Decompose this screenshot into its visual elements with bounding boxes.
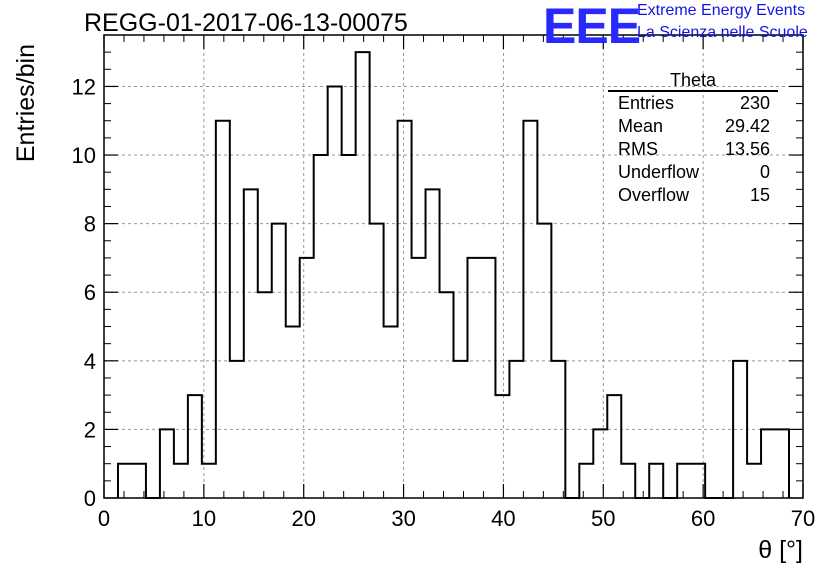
histogram-bin xyxy=(258,292,272,498)
stats-value: 230 xyxy=(739,93,770,113)
y-tick-label: 2 xyxy=(84,417,96,442)
x-tick-label: 60 xyxy=(691,506,715,531)
stats-box: Theta Entries 230 Mean 29.42 RMS 13.56 U… xyxy=(608,70,778,207)
y-tick-label: 8 xyxy=(84,212,96,237)
y-tick-label: 10 xyxy=(72,143,96,168)
x-tick-label: 20 xyxy=(291,506,315,531)
stats-row-underflow: Underflow 0 xyxy=(608,161,778,184)
histogram-bin xyxy=(216,121,230,498)
histogram-bin xyxy=(593,429,607,498)
stats-title: Theta xyxy=(608,70,778,92)
stats-value: 15 xyxy=(749,185,770,205)
y-tick-label: 6 xyxy=(84,280,96,305)
histogram-outline xyxy=(116,51,791,499)
stats-row-entries: Entries 230 xyxy=(608,92,778,115)
histogram-bin xyxy=(747,464,761,498)
histogram-bin xyxy=(607,395,621,498)
histogram-bin xyxy=(244,189,258,498)
x-tick-label: 10 xyxy=(192,506,216,531)
histogram-bin xyxy=(314,155,328,498)
y-tick-label: 12 xyxy=(72,74,96,99)
histogram-bin xyxy=(426,189,440,498)
histogram-bin xyxy=(342,155,356,498)
histogram-bin xyxy=(523,121,537,498)
x-tick-label: 0 xyxy=(98,506,110,531)
histogram-bin xyxy=(174,464,188,498)
x-tick-label: 50 xyxy=(591,506,615,531)
y-axis-title: Entries/bin xyxy=(12,44,40,162)
stats-label: RMS xyxy=(618,139,658,159)
histogram-bin xyxy=(286,327,300,498)
org-name-line1: Extreme Energy Events xyxy=(637,2,806,19)
histogram-bin xyxy=(300,258,314,498)
histogram-bin xyxy=(495,395,509,498)
x-tick-label: 30 xyxy=(391,506,415,531)
stats-value: 0 xyxy=(759,162,770,182)
histogram-bin xyxy=(775,429,789,498)
histogram-bin xyxy=(649,464,663,498)
stats-label: Overflow xyxy=(618,185,690,205)
histogram-bin xyxy=(118,464,132,498)
eee-logo: EEE xyxy=(543,0,641,54)
stats-label: Mean xyxy=(618,116,664,136)
histogram-bin xyxy=(509,361,523,498)
run-title: REGG-01-2017-06-13-00075 xyxy=(84,9,408,37)
histogram-bin xyxy=(160,429,174,498)
stats-value: 13.56 xyxy=(724,139,770,159)
stats-row-mean: Mean 29.42 xyxy=(608,115,778,138)
histogram-bin xyxy=(412,258,426,498)
histogram-bin xyxy=(467,258,481,498)
org-name-line2: La Scienza nelle Scuole xyxy=(637,24,808,41)
histogram-bin xyxy=(188,395,202,498)
x-tick-label: 40 xyxy=(491,506,515,531)
histogram-bin xyxy=(677,464,691,498)
histogram-bin xyxy=(481,258,495,498)
histogram-bin xyxy=(579,464,593,498)
histogram-bin xyxy=(398,121,412,498)
x-axis-title: θ [°] xyxy=(758,536,803,564)
x-tick-label: 70 xyxy=(791,506,815,531)
stats-label: Underflow xyxy=(618,162,700,182)
y-tick-label: 0 xyxy=(84,486,96,511)
histogram-bin xyxy=(761,429,775,498)
histogram-bin xyxy=(384,327,398,498)
stats-label: Entries xyxy=(618,93,675,113)
histogram-bin xyxy=(440,292,454,498)
stats-value: 29.42 xyxy=(724,116,770,136)
stats-row-rms: RMS 13.56 xyxy=(608,138,778,161)
plot-frame xyxy=(103,34,804,499)
stats-row-overflow: Overflow 15 xyxy=(608,184,778,207)
y-tick-label: 4 xyxy=(84,349,96,374)
histogram-bin xyxy=(551,361,565,498)
histogram-bin xyxy=(356,52,370,498)
